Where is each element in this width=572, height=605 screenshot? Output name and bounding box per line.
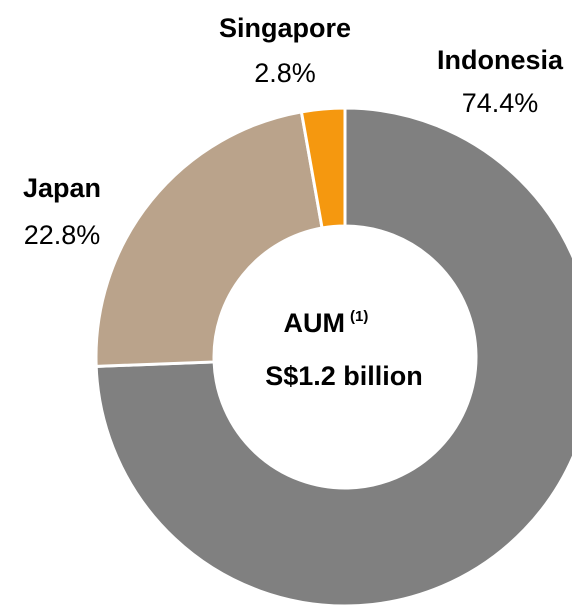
category-label: Singapore [219,13,351,43]
center-label: AUM [284,308,346,338]
category-label: Japan [23,173,101,203]
slices [94,106,572,605]
category-label: Indonesia [437,45,564,75]
slice [299,106,347,230]
slice [94,110,324,368]
center-note: (1) [350,308,368,325]
value-label: 2.8% [254,58,316,88]
value-label: 74.4% [462,88,539,118]
value-label: 22.8% [24,220,101,250]
center-value: S$1.2 billion [265,361,423,391]
donut-hole [215,227,475,487]
slice [94,106,572,605]
